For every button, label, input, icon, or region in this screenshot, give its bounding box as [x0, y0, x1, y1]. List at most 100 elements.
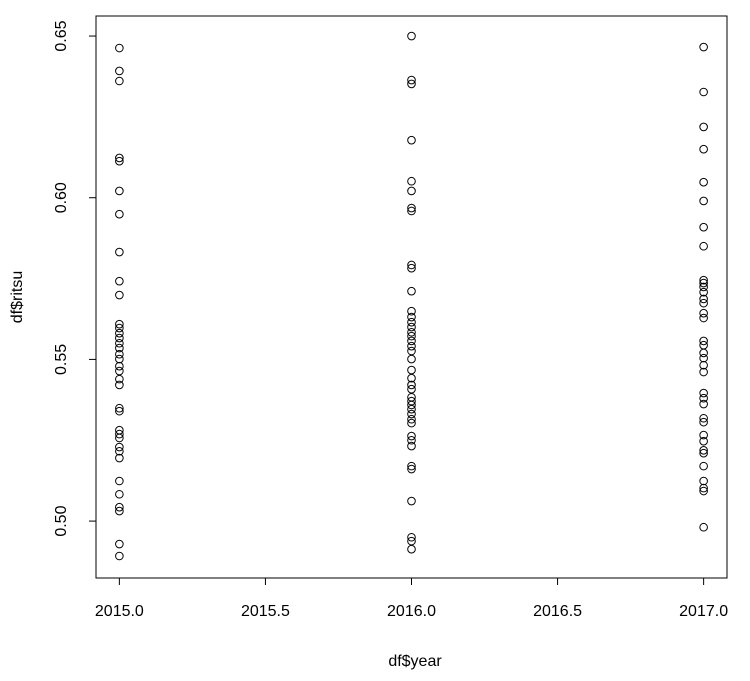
point: [407, 31, 416, 41]
point: [115, 442, 124, 452]
x-tick-label: 2015.5: [241, 603, 290, 620]
point: [115, 489, 124, 499]
point: [407, 135, 416, 145]
point: [115, 354, 124, 364]
point: [115, 506, 124, 516]
plot-box: [95, 15, 728, 579]
point: [115, 380, 124, 390]
point: [699, 282, 708, 292]
point: [699, 313, 708, 323]
point: [115, 406, 124, 416]
point: [115, 290, 124, 300]
point: [115, 323, 124, 333]
point: [407, 532, 416, 542]
point: [407, 203, 416, 213]
point: [699, 294, 708, 304]
point: [699, 445, 708, 455]
point: [407, 409, 416, 419]
point: [115, 247, 124, 257]
point: [699, 399, 708, 409]
point: [115, 328, 124, 338]
point: [699, 360, 708, 370]
point: [407, 496, 416, 506]
point: [699, 87, 708, 97]
point: [407, 400, 416, 410]
point: [407, 464, 416, 474]
point: [115, 349, 124, 359]
point: [699, 430, 708, 440]
point: [699, 483, 708, 493]
point: [699, 177, 708, 187]
y-axis-label: df$ritsu: [9, 271, 26, 323]
point: [699, 417, 708, 427]
point: [699, 353, 708, 363]
point: [115, 539, 124, 549]
point: [407, 336, 416, 346]
point: [407, 327, 416, 337]
point: [115, 433, 124, 443]
point: [407, 441, 416, 451]
point: [699, 413, 708, 423]
point: [699, 436, 708, 446]
point: [407, 322, 416, 332]
y-tick-label: 0.60: [53, 182, 70, 213]
point: [115, 333, 124, 343]
point: [699, 461, 708, 471]
point: [115, 361, 124, 371]
point: [115, 429, 124, 439]
point: [699, 336, 708, 346]
point: [115, 338, 124, 348]
point: [699, 275, 708, 285]
point: [115, 374, 124, 384]
point: [699, 308, 708, 318]
point: [115, 209, 124, 219]
point: [407, 312, 416, 322]
point: [699, 144, 708, 154]
point: [407, 404, 416, 414]
point: [115, 453, 124, 463]
point: [115, 276, 124, 286]
point: [407, 263, 416, 273]
point: [115, 76, 124, 86]
point: [115, 43, 124, 53]
point: [699, 367, 708, 377]
x-tick-label: 2015.0: [95, 603, 144, 620]
point: [407, 354, 416, 364]
point: [407, 414, 416, 424]
point: [407, 380, 416, 390]
point: [115, 551, 124, 561]
x-axis-label: df$year: [388, 653, 442, 670]
point: [115, 66, 124, 76]
point: [115, 153, 124, 163]
point: [699, 287, 708, 297]
point: [115, 319, 124, 329]
y-tick-label: 0.65: [53, 20, 70, 51]
point: [407, 75, 416, 85]
point: [407, 373, 416, 383]
point: [407, 260, 416, 270]
point: [699, 476, 708, 486]
point: [407, 306, 416, 316]
point: [699, 348, 708, 358]
point: [407, 365, 416, 375]
point: [115, 502, 124, 512]
point: [699, 42, 708, 52]
point: [699, 196, 708, 206]
point: [115, 366, 124, 376]
point: [407, 544, 416, 554]
point: [407, 176, 416, 186]
point: [115, 156, 124, 166]
x-tick-label: 2016.0: [387, 603, 436, 620]
point: [115, 186, 124, 196]
point: [407, 317, 416, 327]
x-tick-label: 2017.0: [679, 603, 728, 620]
y-tick-label: 0.50: [53, 505, 70, 536]
point: [699, 393, 708, 403]
point: [407, 435, 416, 445]
y-tick-label: 0.55: [53, 344, 70, 375]
point: [699, 522, 708, 532]
point: [115, 446, 124, 456]
point: [699, 122, 708, 132]
point: [699, 241, 708, 251]
